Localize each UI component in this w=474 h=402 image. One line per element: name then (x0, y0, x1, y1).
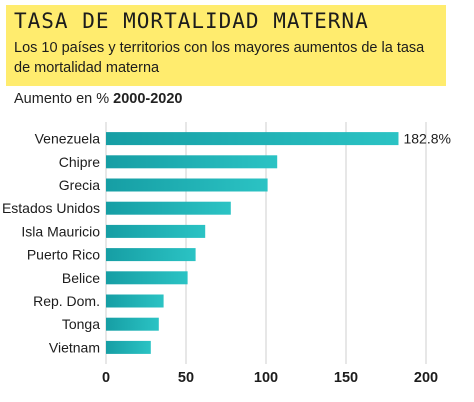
category-label: Tonga (62, 316, 100, 332)
chart-title: TASA DE MORTALIDAD MATERNA (14, 9, 369, 33)
x-tick-label: 100 (254, 370, 278, 386)
bar (106, 340, 151, 354)
category-label: Belice (62, 270, 100, 286)
x-tick-label: 200 (414, 370, 438, 386)
axis-caption: Aumento en % 2000-2020 (14, 91, 183, 107)
category-label: Estados Unidos (2, 200, 100, 216)
caption-prefix: Aumento en % (14, 91, 110, 107)
title-banner: TASA DE MORTALIDAD MATERNA Los 10 países… (6, 5, 446, 86)
bar (106, 132, 399, 146)
category-label: Puerto Rico (27, 247, 100, 263)
category-label: Rep. Dom. (33, 293, 100, 309)
bar (106, 178, 268, 192)
bar (106, 248, 196, 262)
category-label: Isla Mauricio (21, 223, 100, 239)
category-label: Grecia (59, 177, 100, 193)
bar (106, 201, 231, 215)
bar (106, 224, 206, 238)
x-tick-label: 0 (102, 370, 110, 386)
category-label: Venezuela (35, 131, 101, 147)
bar (106, 271, 188, 285)
x-tick-label: 150 (334, 370, 358, 386)
chart-subtitle: Los 10 países y territorios con los mayo… (14, 40, 425, 76)
caption-range: 2000-2020 (113, 91, 183, 107)
bar (106, 317, 159, 331)
category-label: Chipre (59, 154, 100, 170)
bar (106, 155, 278, 169)
bar (106, 294, 164, 308)
data-label: 182.8% (403, 131, 450, 147)
category-label: Vietnam (49, 339, 100, 355)
x-tick-label: 50 (178, 370, 194, 386)
